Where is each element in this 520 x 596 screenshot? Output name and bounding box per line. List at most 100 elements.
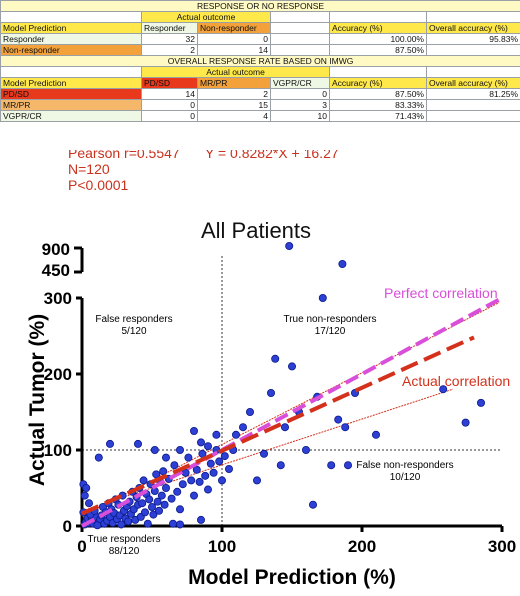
cell: 87.50%: [329, 44, 427, 56]
cell: [425, 99, 520, 111]
data-point: [150, 445, 159, 454]
cell: 3: [270, 99, 330, 111]
data-point: [287, 362, 296, 371]
cell: 2: [197, 88, 271, 100]
data-point: [168, 519, 177, 528]
cell: 0: [197, 33, 271, 45]
data-point: [206, 459, 215, 468]
data-point: [195, 477, 204, 486]
data-point: [139, 476, 148, 485]
model-prediction-label: Model Prediction: [0, 22, 142, 34]
y-tick-label: 300: [44, 289, 72, 308]
x-tick-label: 200: [348, 537, 376, 556]
data-point: [85, 499, 94, 508]
data-point: [371, 430, 380, 439]
equation-text: Y = 0.8282*X + 16.27: [205, 150, 339, 161]
chart-title: All Patients: [201, 218, 311, 243]
data-point: [212, 430, 221, 439]
actual-outcome-label: Actual outcome: [141, 66, 330, 78]
data-point: [153, 497, 162, 506]
data-point: [167, 494, 176, 503]
col-nonresponder: Non-responder: [197, 22, 271, 34]
data-point: [80, 491, 89, 500]
y-tick-label: 200: [44, 365, 72, 384]
row-label-responder: Responder: [0, 33, 142, 45]
row-label-nonresponder: Non-responder: [0, 44, 142, 56]
y-tick-label: 0: [63, 517, 72, 536]
data-point: [203, 485, 212, 494]
data-point: [192, 465, 201, 474]
col-vgprcr: VGPR/CR: [270, 77, 330, 89]
data-point: [201, 471, 210, 480]
col-overall-accuracy: Overall accuracy (%): [425, 22, 520, 34]
cell: 100.00%: [329, 33, 427, 45]
quadrant-label-false-responders: False responders: [95, 314, 172, 325]
data-point: [159, 467, 168, 476]
data-point: [143, 519, 152, 528]
data-point: [245, 407, 254, 416]
data-point: [133, 439, 142, 448]
data-point: [217, 476, 226, 485]
data-point: [334, 415, 343, 424]
y-axis-label: Actual Tumor (%): [26, 314, 49, 486]
cell: [425, 44, 520, 56]
col-accuracy: Accuracy (%): [329, 77, 427, 89]
col-mrpr: MR/PR: [197, 77, 271, 89]
cell: 32: [141, 33, 198, 45]
data-point: [189, 491, 198, 500]
cell: 71.43%: [329, 110, 427, 122]
data-point: [173, 487, 182, 496]
x-tick-label: 0: [77, 537, 86, 556]
legend-perfect-correlation: Perfect correlation: [384, 285, 498, 301]
quadrant-label-true-responders: True responders: [88, 534, 161, 545]
data-point: [170, 461, 179, 470]
data-point: [138, 499, 147, 508]
data-point: [343, 461, 352, 470]
quadrant-count: 10/120: [390, 472, 421, 483]
data-point: [439, 385, 448, 394]
data-point: [124, 517, 133, 526]
cell: 81.25%: [425, 88, 520, 100]
data-point: [196, 438, 205, 447]
cell: 14: [141, 88, 198, 100]
imwg-table-title: OVERALL RESPONSE RATE BASED ON IMWG: [0, 55, 520, 67]
data-point: [231, 430, 240, 439]
col-overall-accuracy: Overall accuracy (%): [425, 77, 520, 89]
data-point: [154, 506, 163, 515]
data-point: [196, 515, 205, 524]
data-point: [220, 452, 229, 461]
cell: 95.83%: [425, 33, 520, 45]
cell: 10: [270, 110, 330, 122]
col-pdsd: PD/SD: [141, 77, 198, 89]
data-point: [147, 502, 156, 511]
data-point: [160, 500, 169, 509]
data-point: [252, 476, 261, 485]
data-point: [94, 453, 103, 462]
y-break-label: 900: [42, 240, 70, 259]
cell: [425, 110, 520, 122]
row-label-mrpr: MR/PR: [0, 99, 142, 111]
data-point: [280, 423, 289, 432]
data-point: [203, 442, 212, 451]
data-point: [301, 445, 310, 454]
data-point: [224, 464, 233, 473]
data-point: [175, 520, 184, 529]
quadrant-label-true-nonresponders: True non-responders: [283, 314, 376, 325]
data-point: [175, 505, 184, 514]
cell: 87.50%: [329, 88, 427, 100]
data-point: [157, 491, 166, 500]
cell: 14: [197, 44, 271, 56]
y-break-label: 450: [42, 261, 70, 280]
data-point: [82, 483, 91, 492]
cell: 15: [197, 99, 271, 111]
n-text: N=120: [68, 161, 110, 177]
data-point: [461, 418, 470, 427]
quadrant-count: 17/120: [315, 326, 346, 337]
legend-actual-correlation: Actual correlation: [402, 373, 510, 389]
actual-outcome-label: Actual outcome: [141, 11, 271, 23]
data-point: [152, 470, 161, 479]
data-point: [184, 453, 193, 462]
data-point: [476, 398, 485, 407]
data-point: [189, 426, 198, 435]
scatter-chart: Pearson r=0.5547 Y = 0.8282*X + 16.27 N=…: [26, 150, 516, 589]
